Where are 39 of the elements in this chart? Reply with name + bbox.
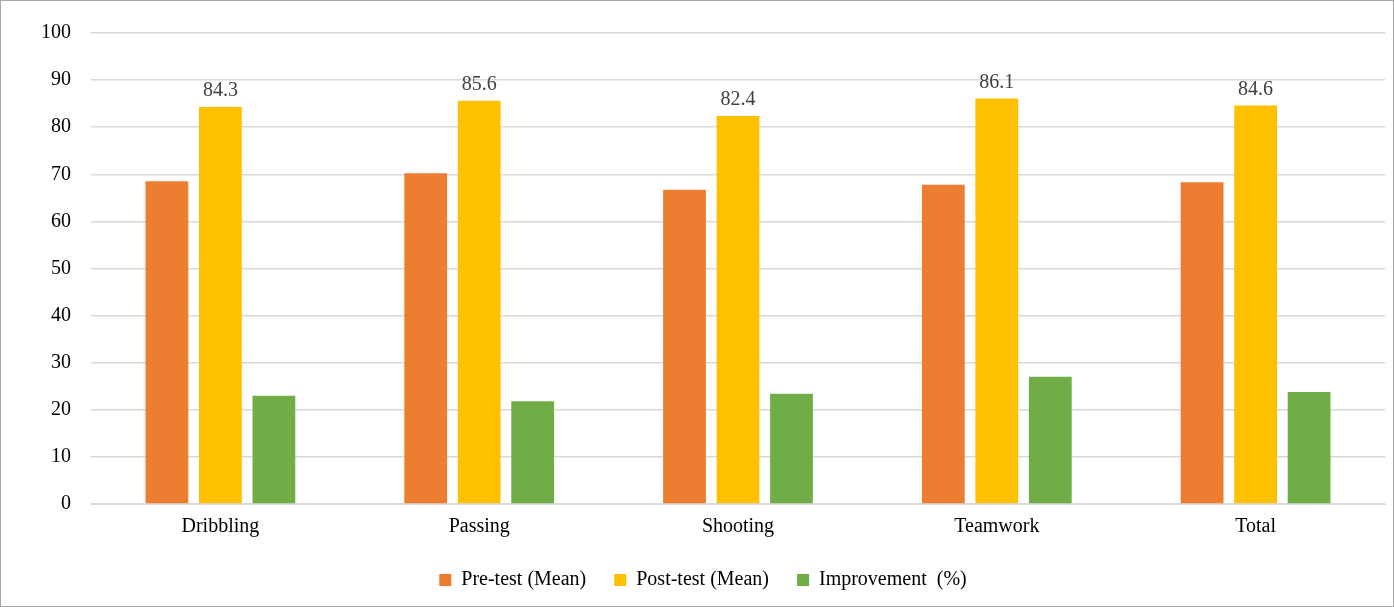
bar	[1287, 391, 1331, 504]
data-label: 82.4	[720, 87, 756, 110]
y-tick-label: 30	[51, 349, 71, 372]
x-tick-label: Teamwork	[954, 514, 1040, 537]
y-tick-label: 50	[51, 255, 71, 278]
data-label: 85.6	[461, 72, 497, 95]
data-label: 86.1	[979, 69, 1015, 92]
y-tick-label: 60	[51, 208, 71, 231]
x-tick-label: Total	[1235, 514, 1277, 537]
y-tick-label: 0	[61, 491, 71, 514]
y-tick-label: 90	[51, 67, 71, 90]
bar	[663, 189, 706, 504]
bar	[1234, 105, 1277, 504]
bar	[252, 395, 296, 504]
y-tick-label: 100	[41, 20, 71, 43]
bar	[199, 106, 242, 504]
bar	[145, 181, 189, 504]
legend-label: Pre-test (Mean)	[461, 567, 587, 591]
bar	[770, 393, 813, 504]
bar	[921, 184, 965, 504]
data-label: 84.6	[1238, 76, 1274, 99]
bar	[975, 98, 1019, 504]
y-tick-label: 80	[51, 114, 71, 137]
bar	[1180, 182, 1224, 504]
y-tick-label: 70	[51, 161, 71, 184]
y-tick-label: 40	[51, 302, 71, 325]
legend-label: Post-test (Mean)	[636, 567, 769, 591]
bar	[716, 115, 760, 504]
bar	[404, 173, 448, 504]
x-tick-label: Passing	[448, 514, 510, 538]
bar	[1028, 376, 1072, 504]
legend-label: Improvement (%)	[818, 567, 967, 591]
y-tick-label: 20	[51, 397, 71, 420]
bar	[511, 401, 555, 504]
x-tick-label: Dribbling	[181, 514, 260, 538]
y-tick-label: 10	[51, 444, 71, 467]
data-label: 84.3	[202, 78, 238, 101]
bar	[457, 100, 501, 504]
x-tick-label: Shooting	[701, 514, 775, 538]
